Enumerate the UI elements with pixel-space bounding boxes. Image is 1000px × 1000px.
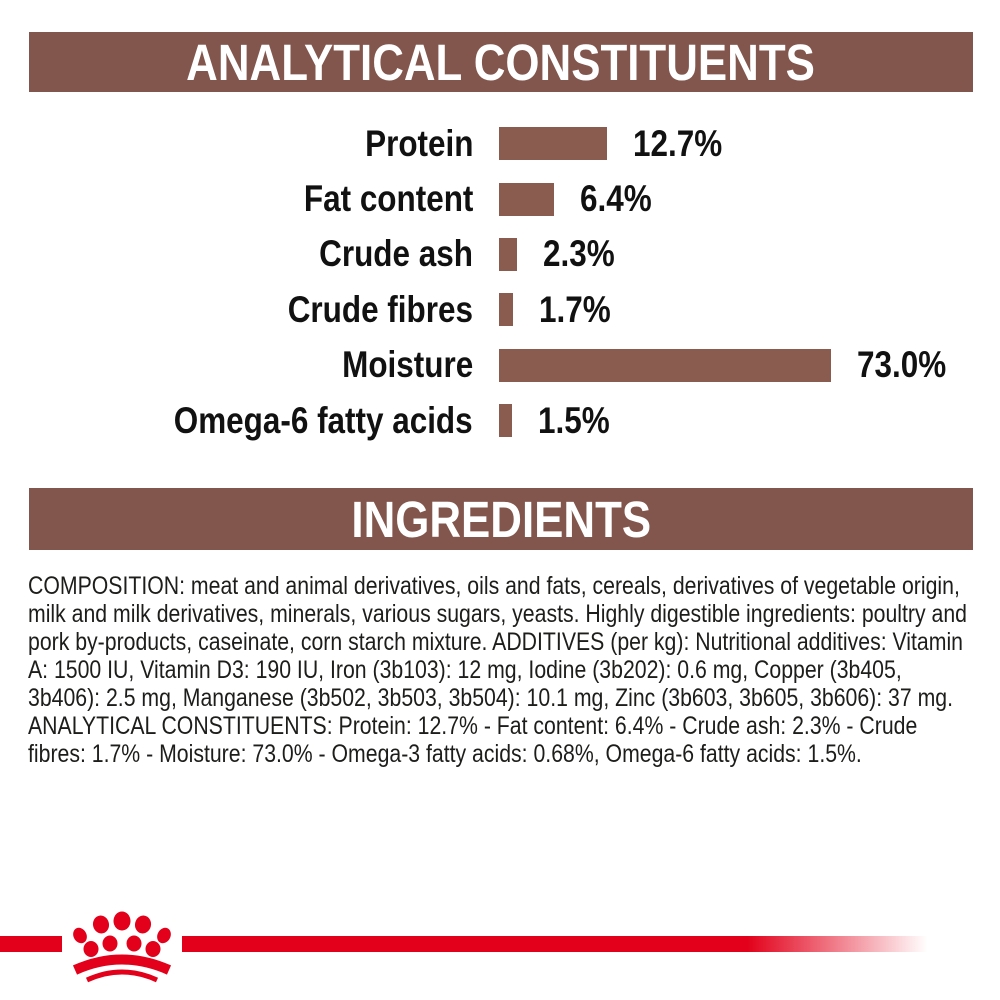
chart-bar (499, 182, 554, 216)
chart-bar (499, 348, 831, 382)
chart-value-label: 6.4% (580, 178, 652, 220)
ingredients-header: INGREDIENTS (29, 488, 973, 550)
chart-bar (499, 127, 607, 161)
ingredients-title: INGREDIENTS (351, 490, 651, 548)
chart-value-label: 12.7% (633, 122, 723, 164)
royal-canin-crown-icon (72, 911, 172, 983)
chart-bar (499, 293, 513, 327)
chart-row: Protein 12.7% (0, 116, 1000, 171)
chart-bar (499, 404, 512, 438)
chart-row: Moisture 73.0% (0, 338, 1000, 393)
chart-category-label: Fat content (303, 178, 473, 220)
chart-category-label: Protein (364, 122, 473, 164)
chart-value-label: 1.5% (538, 399, 610, 441)
chart-category-label: Crude fibres (287, 288, 473, 330)
chart-value-label: 2.3% (543, 233, 615, 275)
footer-red-line-right (182, 936, 935, 952)
chart-category-label: Crude ash (319, 233, 473, 275)
chart-row: Crude fibres 1.7% (0, 282, 1000, 337)
chart-category-label: Omega-6 fatty acids (174, 399, 473, 441)
chart-row: Crude ash 2.3% (0, 227, 1000, 282)
analytical-constituents-chart: Protein 12.7% Fat content 6.4% Crude ash 2.3%… (0, 116, 1000, 448)
chart-category-label: Moisture (341, 344, 473, 386)
chart-value-label: 1.7% (539, 288, 611, 330)
analytical-constituents-title: ANALYTICAL CONSTITUENTS (186, 33, 816, 91)
chart-bar (499, 237, 517, 271)
analytical-constituents-header: ANALYTICAL CONSTITUENTS (29, 32, 973, 92)
chart-value-label: 73.0% (857, 344, 947, 386)
chart-row: Fat content 6.4% (0, 171, 1000, 226)
chart-row: Omega-6 fatty acids 1.5% (0, 393, 1000, 448)
composition-text: COMPOSITION: meat and animal derivatives… (28, 572, 967, 768)
footer-red-line-left (0, 936, 62, 952)
